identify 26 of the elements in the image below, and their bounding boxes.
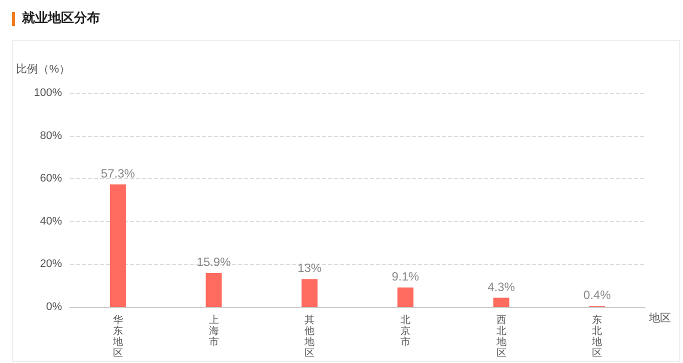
data-label: 9.1% [392, 270, 420, 284]
data-label: 0.4% [583, 288, 612, 302]
bar [302, 279, 318, 307]
x-tick-label: 华东地区 [112, 314, 123, 359]
data-label: 4.3% [488, 280, 516, 294]
y-tick-label: 20% [40, 258, 62, 270]
x-tick-label: 东北地区 [591, 314, 602, 359]
y-tick-label: 80% [40, 130, 62, 142]
bar [206, 272, 222, 307]
x-axis-title: 地区 [648, 312, 671, 324]
bar [397, 288, 414, 307]
chart-title: 就业地区分布 [22, 10, 100, 27]
x-tick-label: 北京市 [400, 314, 410, 348]
data-label: 57.3% [100, 166, 136, 180]
data-label: 15.9% [196, 254, 232, 269]
y-tick-label: 40% [40, 215, 62, 228]
data-label: 13% [298, 261, 322, 276]
y-tick-label: 60% [40, 172, 62, 185]
y-tick-label: 100% [34, 87, 62, 99]
x-tick-label: 上海市 [208, 314, 219, 348]
x-tick-label: 其他地区 [304, 314, 315, 359]
y-tick-label: 0% [46, 301, 62, 313]
bar [493, 298, 510, 307]
y-axis-title: 比例（%） [16, 62, 70, 76]
x-tick-label: 西北地区 [495, 315, 506, 359]
bar [110, 184, 126, 307]
